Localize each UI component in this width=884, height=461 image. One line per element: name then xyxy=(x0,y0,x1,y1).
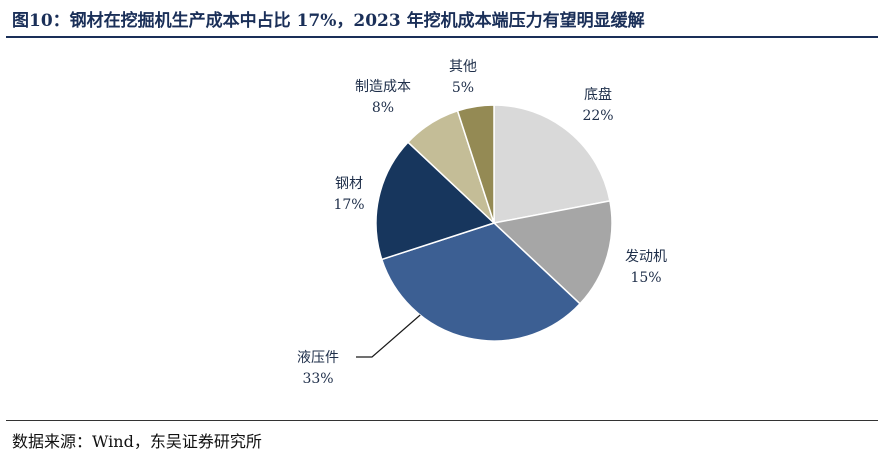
slice-label-5: 其他 xyxy=(449,59,477,75)
slice-value-label-2: 33% xyxy=(302,371,333,387)
pie-slice-3 xyxy=(375,141,496,261)
slice-label-3: 钢材 xyxy=(335,176,363,192)
slice-value-label-1: 15% xyxy=(630,270,661,286)
source-note: 数据来源：Wind，东吴证券研究所 xyxy=(12,432,262,451)
slice-label-0: 底盘 xyxy=(584,86,612,103)
chart-title: 图10：钢材在挖掘机生产成本中占比 17%，2023 年挖机成本端压力有望明显缓… xyxy=(12,11,645,31)
pie-slice-2 xyxy=(380,222,582,342)
slice-value-label-5: 5% xyxy=(452,80,474,96)
slice-value-label-4: 8% xyxy=(372,100,394,116)
leader-line xyxy=(356,314,421,358)
slice-label-2: 液压件 xyxy=(297,350,339,366)
slice-value-label-3: 17% xyxy=(333,197,364,213)
pie-slice-1 xyxy=(492,200,613,305)
pie-slices xyxy=(375,104,613,342)
slice-label-4: 制造成本 xyxy=(355,79,411,95)
slice-value-label-0: 22% xyxy=(582,108,613,124)
source-divider xyxy=(6,420,878,421)
title-divider xyxy=(6,36,878,38)
pie-labels: 底盘 22% 发动机 15% 液压件 33% 钢材 17% 制造成本 8% 其他 5% xyxy=(297,59,667,387)
pie-slice-5 xyxy=(456,104,495,224)
slice-label-1: 发动机 xyxy=(625,249,667,265)
pie-slice-0 xyxy=(493,104,611,224)
